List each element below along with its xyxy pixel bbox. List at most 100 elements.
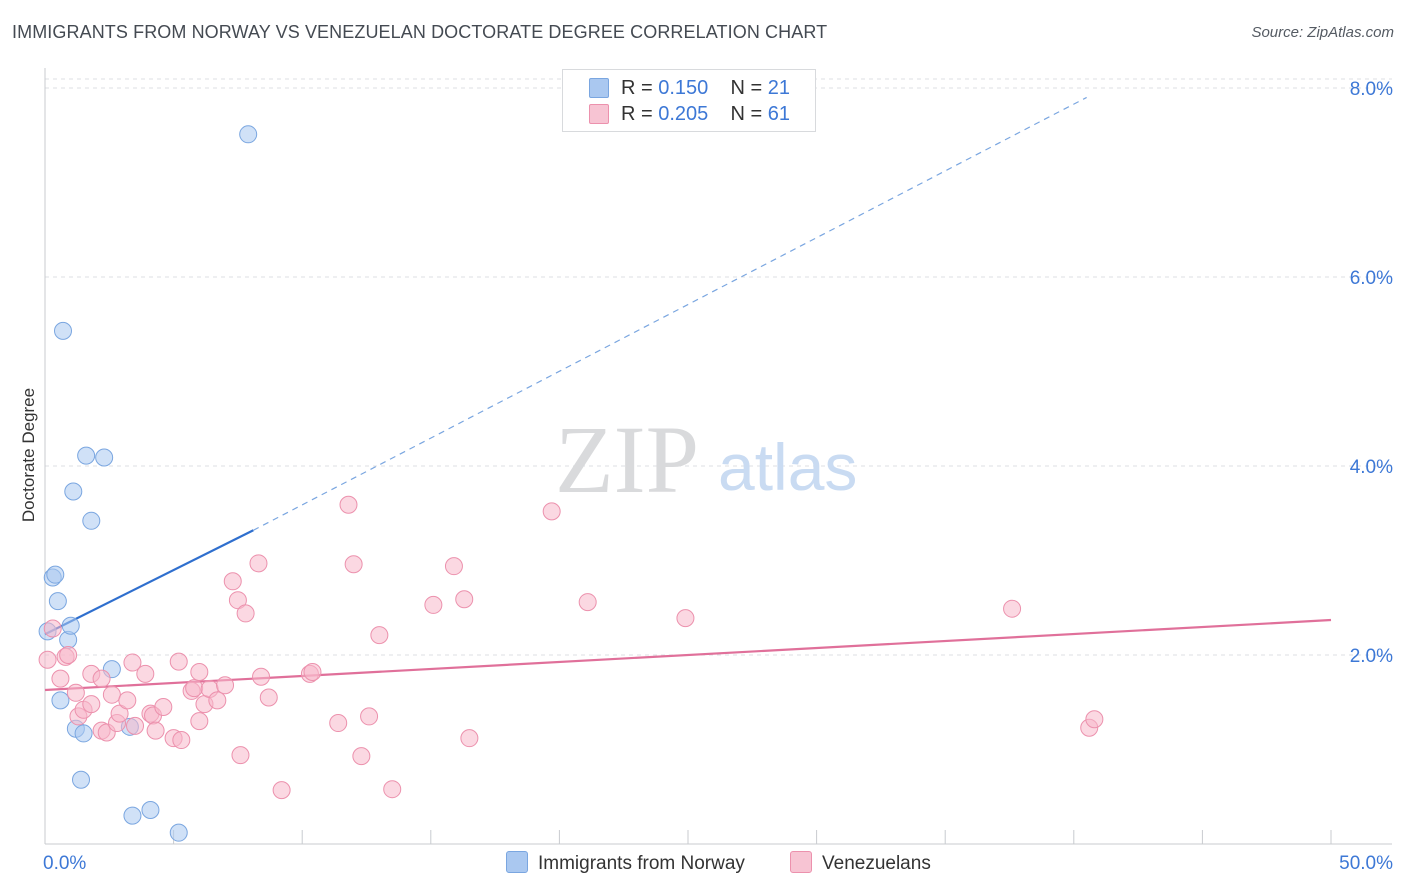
point-venezuelans [102,685,121,704]
point-venezuelans [51,669,70,688]
point-venezuelans [146,721,165,740]
y-tick-label: 6.0% [1350,268,1393,289]
point-venezuelans [1003,599,1022,618]
point-venezuelans [123,653,142,672]
n-label: N = [730,77,763,99]
point-venezuelans [578,593,597,612]
point-norway [74,724,93,743]
point-venezuelans [216,676,235,695]
point-venezuelans [228,591,247,610]
bottom-legend-norway: Immigrants from Norway [506,851,745,877]
n-value-norway: 21 [767,77,791,99]
point-venezuelans [329,714,348,733]
r-label: R = [621,103,653,125]
source-label: Source: ZipAtlas.com [1251,24,1394,41]
point-norway [82,511,101,530]
bottom-legend-label-norway: Immigrants from Norway [538,853,745,874]
grid-lines [45,78,1392,656]
point-norway [48,592,67,611]
trend-extension-norway [253,96,1087,531]
point-venezuelans [223,572,242,591]
r-value-venezuelans: 0.205 [658,103,709,125]
point-venezuelans [383,780,402,799]
bottom-legend-swatch-norway [506,851,528,873]
x-tick-label: 50.0% [1339,853,1393,874]
point-venezuelans [370,626,389,645]
point-venezuelans [59,646,78,664]
legend-swatch-venezuelans [589,104,609,124]
r-value-norway: 0.150 [658,77,709,99]
point-venezuelans [460,729,479,748]
n-value-venezuelans: 61 [767,103,791,125]
stats-legend: R = 0.150 N = 21 R = 0.205 N = 61 [562,69,816,132]
point-venezuelans [249,554,268,573]
point-venezuelans [169,652,188,671]
legend-text-venezuelans: R = 0.205 N = 61 [621,102,790,126]
point-norway [54,321,73,340]
point-venezuelans [1085,710,1104,729]
chart-title: IMMIGRANTS FROM NORWAY VS VENEZUELAN DOC… [12,22,828,42]
legend-text-norway: R = 0.150 N = 21 [621,76,790,100]
point-venezuelans [352,747,371,766]
point-norway [46,565,65,584]
point-norway [169,823,188,842]
point-norway [77,446,96,465]
point-venezuelans [154,697,173,716]
point-venezuelans [344,555,363,574]
point-venezuelans [676,609,695,628]
x-tick-label: 0.0% [43,853,86,874]
point-norway [61,616,80,635]
point-venezuelans [66,683,85,702]
bottom-legend-venezuelans: Venezuelans [790,851,931,877]
axes [44,68,1392,845]
point-venezuelans [236,604,255,623]
point-venezuelans [110,704,129,723]
point-norway [72,770,91,789]
point-venezuelans [190,663,209,682]
point-norway [141,800,160,819]
watermark-zip: ZIP [555,406,699,513]
point-venezuelans [444,557,463,576]
r-label: R = [621,77,653,99]
point-venezuelans [303,663,322,682]
point-venezuelans [339,495,358,514]
point-norway [51,691,70,710]
point-norway [95,448,114,467]
point-venezuelans [92,669,111,688]
y-axis-label: Doctorate Degree [19,388,38,522]
point-venezuelans [252,667,271,686]
watermark-atlas: atlas [718,430,857,504]
point-venezuelans [360,707,379,726]
point-venezuelans [136,664,155,683]
point-venezuelans [455,590,474,609]
y-tick-label: 8.0% [1350,79,1393,100]
data-points [38,125,1104,842]
point-venezuelans [272,781,291,800]
point-venezuelans [126,716,145,735]
trend-line-norway [44,529,254,636]
point-norway [239,125,258,144]
point-norway [123,806,142,825]
legend-swatch-norway [589,78,609,98]
n-label: N = [730,103,763,125]
point-venezuelans [38,650,57,669]
point-norway [64,482,83,501]
point-venezuelans [118,691,137,710]
y-tick-labels: 2.0% 4.0% 6.0% 8.0% [1350,79,1393,667]
y-tick-label: 4.0% [1350,457,1393,478]
bottom-legend-label-venezuelans: Venezuelans [822,853,931,874]
point-venezuelans [208,691,227,710]
point-venezuelans [542,502,561,521]
point-venezuelans [185,679,204,698]
point-venezuelans [82,695,101,714]
point-venezuelans [172,731,191,750]
y-tick-label: 2.0% [1350,646,1393,667]
point-venezuelans [259,688,278,707]
point-venezuelans [190,712,209,731]
watermark: ZIP atlas [555,406,857,513]
point-venezuelans [424,595,443,614]
x-tick-labels: 0.0% 50.0% [43,853,1393,874]
point-venezuelans [43,619,62,638]
bottom-legend-swatch-venezuelans [790,851,812,873]
